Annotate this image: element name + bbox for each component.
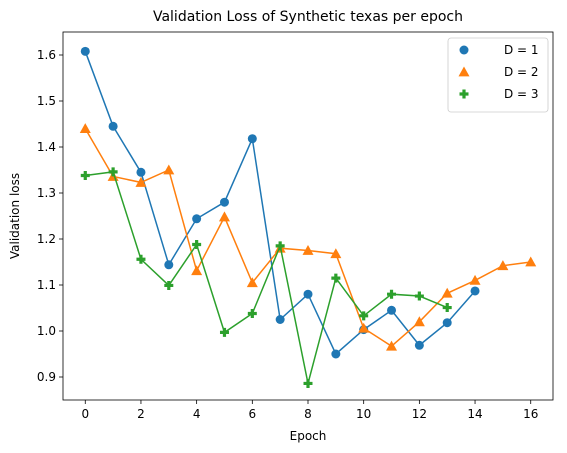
series-line (84, 51, 476, 356)
data-point (275, 241, 285, 251)
data-point (442, 303, 452, 313)
data-point (218, 211, 230, 222)
legend-box (447, 37, 549, 113)
legend-item: D = 2 (458, 65, 539, 79)
series-line (85, 171, 448, 384)
y-tick-label: 1.1 (37, 278, 56, 292)
legend-item: D = 1 (459, 43, 539, 57)
x-tick-label: 0 (81, 407, 89, 421)
x-tick-label: 10 (356, 407, 371, 421)
data-point (302, 245, 314, 255)
x-tick-label: 2 (137, 407, 145, 421)
x-axis-ticks: 0 2 4 6 8 10 12 14 16 (81, 400, 538, 421)
data-point (330, 248, 342, 259)
data-point (247, 134, 257, 144)
legend-marker (459, 45, 469, 55)
data-point (470, 286, 480, 296)
data-point (442, 318, 452, 328)
legend-label: D = 2 (504, 65, 539, 79)
data-point (163, 164, 175, 175)
series-line (84, 128, 531, 348)
data-point (303, 289, 313, 299)
x-tick-label: 4 (193, 407, 201, 421)
data-point (414, 340, 424, 350)
data-point (246, 277, 258, 288)
y-tick-label: 1.6 (37, 48, 56, 62)
x-tick-label: 14 (467, 407, 482, 421)
legend-label: D = 3 (504, 87, 539, 101)
data-point (135, 176, 147, 187)
data-point (219, 197, 229, 207)
data-point (387, 305, 397, 315)
data-point (358, 322, 370, 333)
data-point (108, 121, 118, 131)
data-point (164, 260, 174, 270)
x-axis-label: Epoch (290, 429, 327, 443)
data-point (192, 214, 202, 224)
data-point (414, 291, 424, 301)
y-tick-label: 1.5 (37, 94, 56, 108)
data-point (108, 167, 118, 177)
series-3 (80, 167, 452, 388)
data-point (275, 315, 285, 324)
series-1 (80, 46, 480, 359)
chart-title: Validation Loss of Synthetic texas per e… (153, 9, 463, 25)
data-point (164, 280, 174, 290)
x-tick-label: 16 (523, 407, 538, 421)
legend-marker (458, 66, 470, 77)
data-point (525, 256, 537, 267)
y-axis-ticks: 0.9 1.0 1.1 1.2 1.3 1.4 1.5 1.6 (37, 48, 63, 384)
data-point (441, 287, 453, 298)
data-point (359, 311, 369, 321)
data-point (331, 349, 341, 359)
data-point (386, 340, 398, 351)
data-point (136, 254, 146, 264)
data-point (331, 273, 341, 283)
x-tick-label: 12 (412, 407, 427, 421)
y-tick-label: 1.3 (37, 186, 56, 200)
series-2 (79, 123, 537, 351)
x-tick-label: 8 (304, 407, 312, 421)
x-tick-label: 6 (248, 407, 256, 421)
y-tick-label: 0.9 (37, 370, 56, 384)
legend-label: D = 1 (504, 43, 539, 57)
y-tick-label: 1.4 (37, 140, 56, 154)
legend-marker (459, 89, 469, 99)
y-tick-label: 1.0 (37, 324, 56, 338)
y-axis-label: Validation loss (8, 173, 22, 259)
data-point (387, 289, 397, 299)
data-point (191, 265, 203, 276)
data-point (413, 316, 425, 327)
data-point (303, 378, 313, 388)
data-point (80, 171, 90, 181)
data-point (469, 274, 481, 285)
legend-item: D = 3 (459, 87, 539, 101)
legend: D = 1 D = 2 D = 3 (447, 37, 549, 113)
data-point (192, 240, 202, 250)
data-point (219, 327, 229, 337)
data-point (80, 46, 90, 56)
data-point (79, 123, 91, 133)
y-tick-label: 1.2 (37, 232, 56, 246)
plot-area (79, 46, 537, 388)
data-point (497, 260, 509, 271)
data-point (136, 167, 146, 177)
data-point (247, 309, 257, 319)
